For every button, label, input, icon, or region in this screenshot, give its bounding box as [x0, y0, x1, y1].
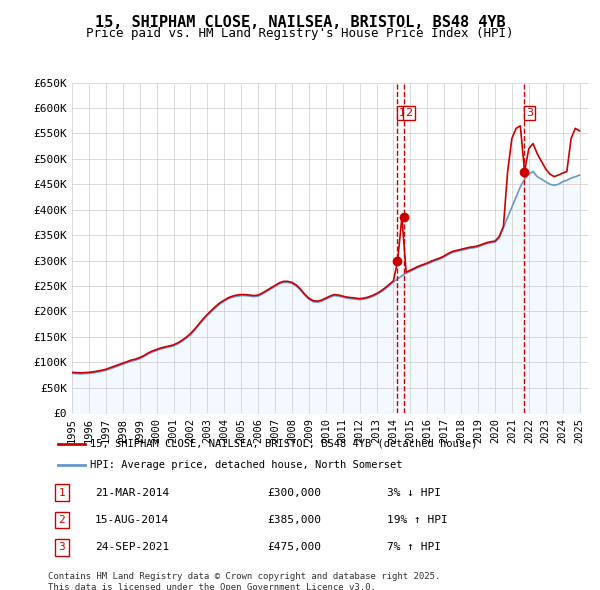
Text: 7% ↑ HPI: 7% ↑ HPI: [388, 542, 442, 552]
Text: 15, SHIPHAM CLOSE, NAILSEA, BRISTOL, BS48 4YB: 15, SHIPHAM CLOSE, NAILSEA, BRISTOL, BS4…: [95, 15, 505, 30]
Text: 3: 3: [526, 108, 533, 118]
Text: £300,000: £300,000: [267, 488, 321, 498]
Text: 3: 3: [58, 542, 65, 552]
Text: £475,000: £475,000: [267, 542, 321, 552]
Text: 3% ↓ HPI: 3% ↓ HPI: [388, 488, 442, 498]
Text: 1: 1: [58, 488, 65, 498]
Text: 2: 2: [406, 108, 413, 118]
Text: 24-SEP-2021: 24-SEP-2021: [95, 542, 169, 552]
Text: 2: 2: [58, 515, 65, 525]
Text: Contains HM Land Registry data © Crown copyright and database right 2025.
This d: Contains HM Land Registry data © Crown c…: [48, 572, 440, 590]
Text: 1: 1: [399, 108, 406, 118]
Text: £385,000: £385,000: [267, 515, 321, 525]
Text: 15, SHIPHAM CLOSE, NAILSEA, BRISTOL, BS48 4YB (detached house): 15, SHIPHAM CLOSE, NAILSEA, BRISTOL, BS4…: [90, 439, 477, 449]
Text: 15-AUG-2014: 15-AUG-2014: [95, 515, 169, 525]
Text: Price paid vs. HM Land Registry's House Price Index (HPI): Price paid vs. HM Land Registry's House …: [86, 27, 514, 40]
Text: 19% ↑ HPI: 19% ↑ HPI: [388, 515, 448, 525]
Text: HPI: Average price, detached house, North Somerset: HPI: Average price, detached house, Nort…: [90, 460, 402, 470]
Text: 21-MAR-2014: 21-MAR-2014: [95, 488, 169, 498]
